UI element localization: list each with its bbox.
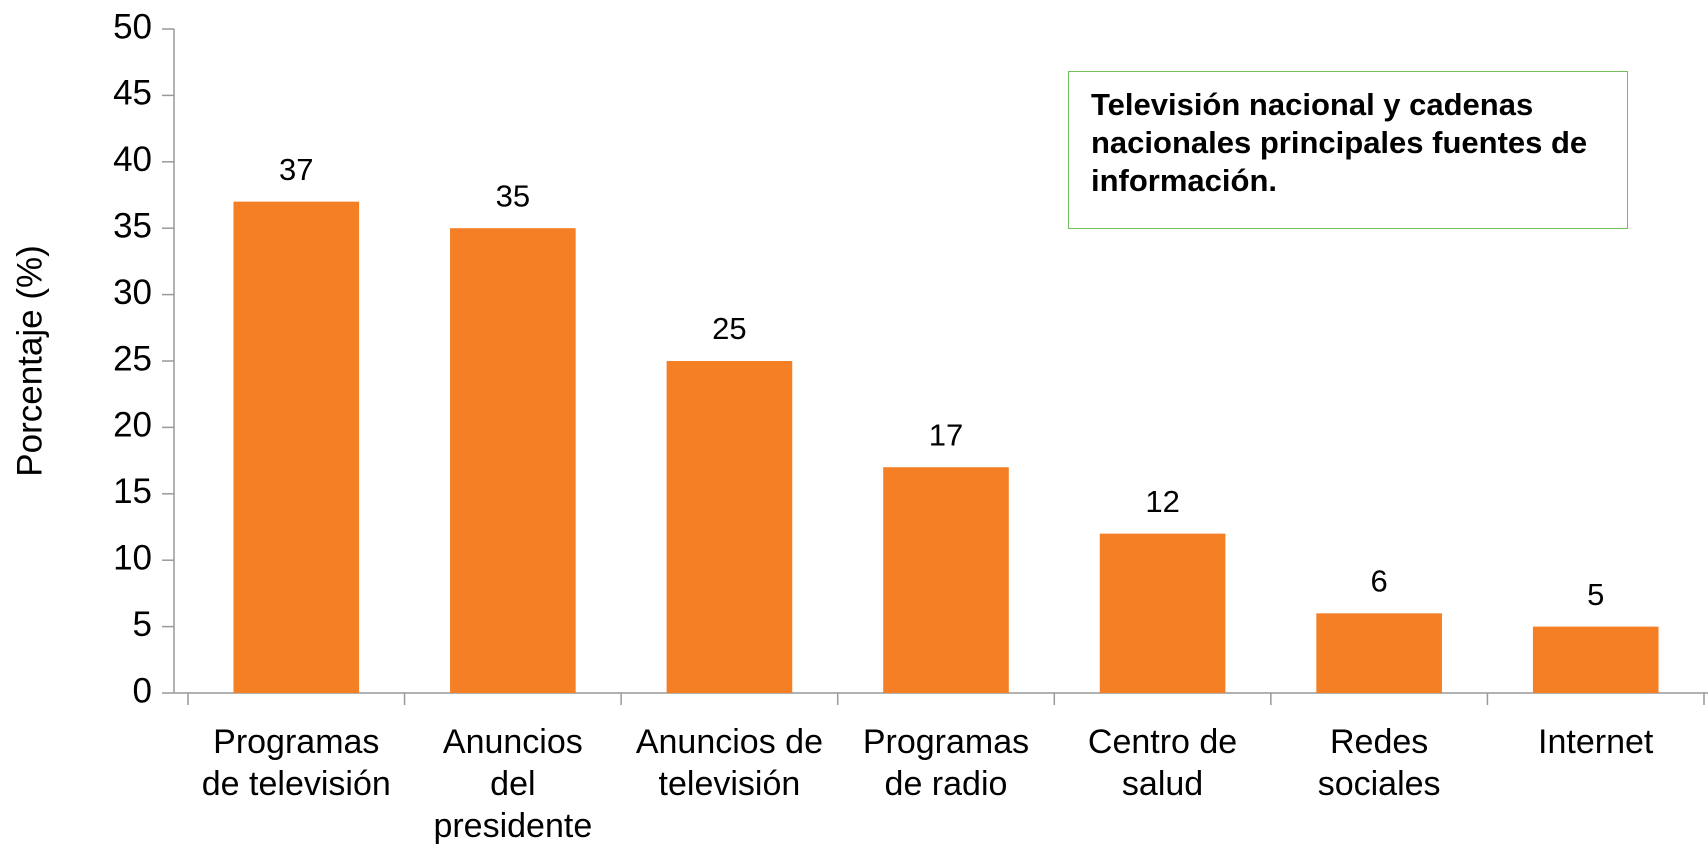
bar (1099, 533, 1226, 693)
y-tick-label: 10 (113, 538, 152, 577)
data-label: 37 (279, 152, 313, 187)
data-label: 5 (1587, 577, 1604, 612)
y-tick-label: 25 (113, 339, 152, 378)
data-label: 17 (929, 417, 963, 452)
y-tick-label: 20 (113, 406, 152, 445)
x-tick-label: Programas de radio (862, 723, 1030, 803)
data-label: 12 (1145, 484, 1179, 519)
y-axis-label: Porcentaje (%) (10, 245, 49, 476)
y-tick-label: 50 (113, 7, 152, 46)
bar (666, 361, 793, 693)
data-label: 35 (496, 178, 530, 213)
x-tick-label: Anuncios del presidente (433, 723, 593, 845)
bar (450, 228, 576, 693)
data-label: 25 (712, 311, 746, 346)
bar (883, 467, 1009, 693)
y-tick-label: 0 (133, 671, 152, 710)
x-tick-label: Internet (1538, 723, 1654, 761)
y-tick-label: 30 (113, 273, 152, 312)
y-tick-label: 5 (133, 605, 152, 644)
annotation: Televisión nacional y cadenas nacionales… (1068, 71, 1628, 229)
bar (233, 201, 360, 693)
x-tick-label: Programas de televisión (201, 723, 391, 803)
x-tick-label: Redes sociales (1317, 723, 1441, 803)
y-tick-label: 15 (113, 472, 152, 511)
x-tick-label: Centro de salud (1087, 723, 1238, 803)
bar (1532, 626, 1659, 693)
bar (1316, 613, 1442, 693)
y-tick-label: 40 (113, 140, 152, 179)
y-tick-label: 45 (113, 74, 152, 113)
x-tick-label: Anuncios de televisión (635, 723, 823, 803)
y-tick-label: 35 (113, 206, 152, 245)
data-label: 6 (1371, 564, 1388, 599)
